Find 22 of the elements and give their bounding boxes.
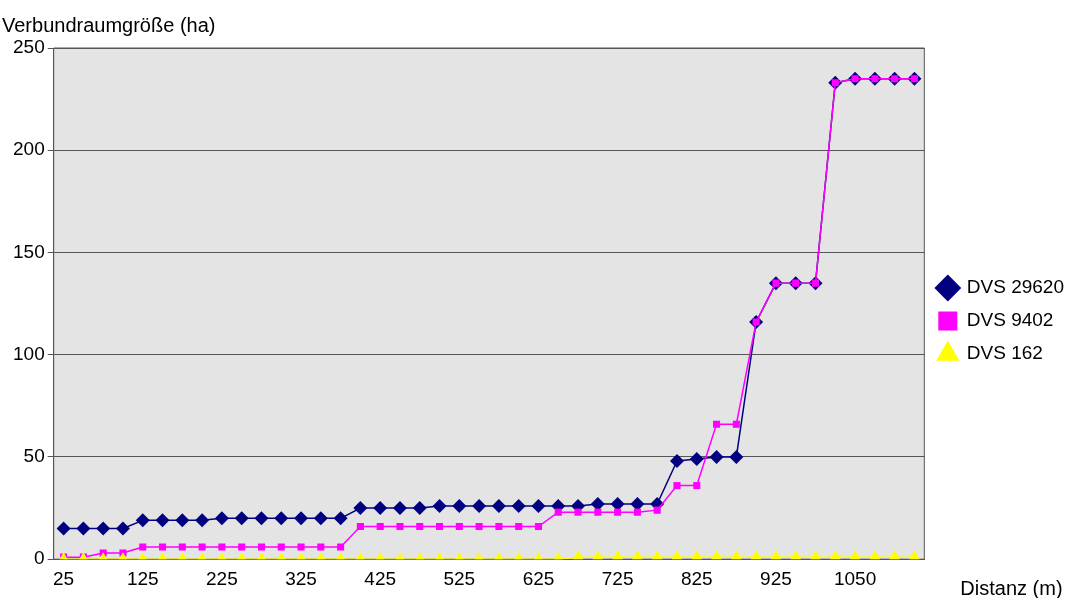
y-tick-label: 150 xyxy=(13,240,45,262)
x-tick-label: 925 xyxy=(760,567,792,589)
x-tick-label: 225 xyxy=(206,567,238,589)
x-tick-label: 725 xyxy=(601,567,634,589)
y-axis-title: Verbundraumgröße (ha) xyxy=(2,14,216,36)
x-axis-title: Distanz (m) xyxy=(960,576,1063,598)
x-tick-label: 325 xyxy=(285,567,317,589)
x-tick-label: 625 xyxy=(522,567,555,589)
legend-label: DVS 9402 xyxy=(966,309,1054,331)
y-tick-label: 100 xyxy=(13,342,45,364)
x-tick-label: 825 xyxy=(680,567,713,589)
y-tick-label: 200 xyxy=(13,138,45,160)
x-tick-label: 25 xyxy=(53,567,75,589)
legend-label: DVS 162 xyxy=(966,342,1043,364)
x-tick-label: 125 xyxy=(126,567,159,589)
y-tick-label: 50 xyxy=(23,445,45,467)
x-tick-label: 525 xyxy=(443,567,476,589)
x-tick-label: 1050 xyxy=(833,567,877,589)
y-tick-label: 0 xyxy=(34,547,45,569)
x-tick-label: 425 xyxy=(364,567,397,589)
legend-label: DVS 29620 xyxy=(966,276,1065,298)
y-tick-label: 250 xyxy=(13,36,45,58)
